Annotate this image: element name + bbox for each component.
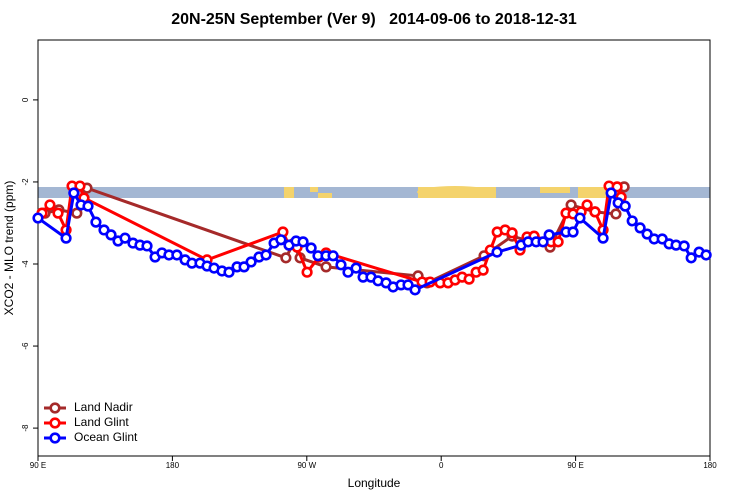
point [574,212,586,224]
legend-label: Ocean Glint [74,430,138,444]
point [320,261,332,273]
point [71,207,83,219]
point [605,187,617,199]
point [543,229,555,241]
point [477,264,489,276]
y-tick-label: -8 [21,424,30,432]
point [610,208,622,220]
point [409,284,421,296]
point [119,232,131,244]
map-land [284,186,606,198]
point [32,212,44,224]
x-tick-label: 180 [166,461,180,470]
x-tick-label: 90 E [30,461,46,470]
point [567,226,579,238]
point [589,206,601,218]
point [335,259,347,271]
point [537,236,549,248]
point [491,246,503,258]
point [463,273,475,285]
point [141,240,153,252]
x-tick-label: 90 E [567,461,583,470]
x-tick-label: 90 W [297,461,316,470]
point [280,252,292,264]
legend-label: Land Glint [74,415,129,429]
point [350,262,362,274]
y-tick-label: 0 [21,97,30,102]
point [68,187,80,199]
point [260,249,272,261]
y-tick-label: -2 [21,178,30,186]
point [60,232,72,244]
point [552,236,564,248]
legend-marker [49,402,61,414]
y-axis-title: XCO2 - MLO trend (ppm) [2,181,16,316]
point [275,234,287,246]
point [678,240,690,252]
point [74,180,86,192]
point [581,199,593,211]
point [297,236,309,248]
point [52,207,64,219]
legend-label: Land Nadir [74,400,133,414]
y-tick-label: -6 [21,342,30,350]
legend-marker [49,432,61,444]
point [700,249,712,261]
point [402,279,414,291]
plot-frame [37,39,711,457]
point [171,249,183,261]
legend-marker [49,417,61,429]
point [634,222,646,234]
point [82,200,94,212]
point [301,266,313,278]
point [223,266,235,278]
point [506,227,518,239]
point [105,229,117,241]
point [597,232,609,244]
point [619,200,631,212]
x-axis-title: Longitude [348,476,401,490]
point [98,224,110,236]
point [685,252,697,264]
point [238,261,250,273]
x-tick-label: 180 [703,461,717,470]
point [44,199,56,211]
point [641,228,653,240]
point [327,250,339,262]
point [626,215,638,227]
y-tick-label: -4 [21,260,30,268]
chart-title: 20N-25N September (Ver 9) 2014-09-06 to … [171,11,577,28]
point [90,216,102,228]
point [245,256,257,268]
x-tick-label: 0 [439,461,444,470]
map-strip [38,187,710,198]
point [305,242,317,254]
